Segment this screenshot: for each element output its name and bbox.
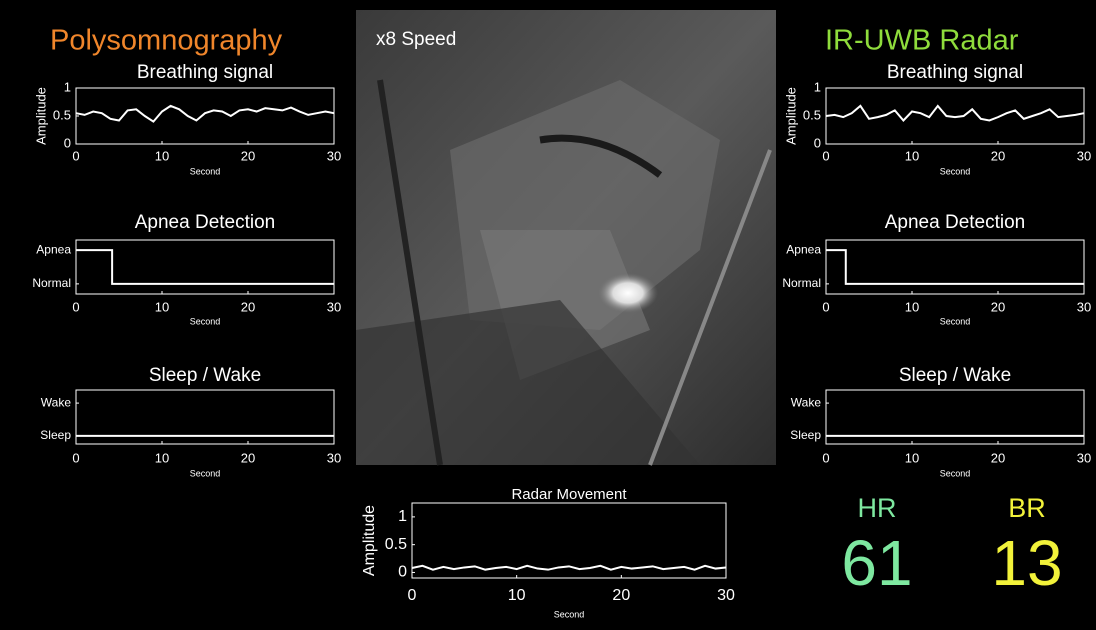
x-tick-label: 0 xyxy=(822,299,829,314)
y-tick-label: Apnea xyxy=(786,242,821,256)
x-tick-label: 10 xyxy=(155,148,169,163)
x-tick-label: 20 xyxy=(991,299,1005,314)
x-tick-label: 0 xyxy=(822,450,829,465)
x-axis-label: Second xyxy=(190,316,221,326)
x-tick-label: 20 xyxy=(241,299,255,314)
x-tick-label: 20 xyxy=(612,587,630,604)
chart-title: Apnea Detection xyxy=(135,212,276,233)
signal-line xyxy=(412,566,726,570)
y-tick-label: Normal xyxy=(782,276,821,290)
x-tick-label: 20 xyxy=(991,148,1005,163)
y-tick-label: Normal xyxy=(32,276,71,290)
x-tick-label: 0 xyxy=(822,148,829,163)
x-axis-label: Second xyxy=(940,468,971,478)
signal-line xyxy=(76,250,334,284)
y-tick-label: 1 xyxy=(814,79,821,94)
plot-frame xyxy=(826,240,1084,294)
speed-label: x8 Speed xyxy=(376,29,456,50)
y-axis-label: Amplitude xyxy=(33,87,48,145)
x-tick-label: 30 xyxy=(327,450,341,465)
page: {"header": {"left": "Polysomnography", "… xyxy=(0,0,1096,630)
y-tick-label: Sleep xyxy=(790,428,821,442)
y-tick-label: 1 xyxy=(398,508,407,525)
x-tick-label: 10 xyxy=(905,450,919,465)
signal-line xyxy=(76,106,334,122)
x-tick-label: 20 xyxy=(241,148,255,163)
y-tick-label: Wake xyxy=(791,395,822,409)
y-tick-label: 0 xyxy=(398,564,407,581)
plot-frame xyxy=(76,88,334,144)
x-tick-label: 10 xyxy=(155,450,169,465)
plot-frame xyxy=(826,88,1084,144)
plot-frame xyxy=(76,240,334,294)
x-axis-label: Second xyxy=(940,166,971,176)
y-axis-label: Amplitude xyxy=(783,87,798,145)
x-tick-label: 30 xyxy=(327,299,341,314)
screen: Polysomnography x8 Speed IR-UWB Radar HR… xyxy=(0,0,1096,630)
x-tick-label: 0 xyxy=(72,450,79,465)
hr-label: HR xyxy=(858,493,897,523)
x-tick-label: 30 xyxy=(1077,148,1091,163)
panel-title: Polysomnography xyxy=(50,25,283,57)
x-tick-label: 10 xyxy=(905,299,919,314)
panel-title: IR-UWB Radar xyxy=(825,25,1019,57)
y-tick-label: 0.5 xyxy=(803,107,821,122)
chart-title: Apnea Detection xyxy=(885,212,1026,233)
x-tick-label: 10 xyxy=(155,299,169,314)
video-frame xyxy=(356,10,776,465)
signal-line xyxy=(826,250,1084,284)
x-axis-label: Second xyxy=(190,468,221,478)
chart-title: Sleep / Wake xyxy=(149,365,261,386)
y-tick-label: 0.5 xyxy=(385,536,407,553)
chart-title: Breathing signal xyxy=(137,62,273,83)
signal-line xyxy=(826,106,1084,121)
x-axis-label: Second xyxy=(554,609,585,619)
y-tick-label: Apnea xyxy=(36,242,71,256)
br-value: 13 xyxy=(991,527,1062,599)
x-tick-label: 0 xyxy=(72,148,79,163)
x-tick-label: 0 xyxy=(408,587,417,604)
x-tick-label: 20 xyxy=(991,450,1005,465)
chart-title: Breathing signal xyxy=(887,62,1023,83)
y-tick-label: 0.5 xyxy=(53,107,71,122)
y-tick-label: Sleep xyxy=(40,428,71,442)
y-tick-label: Wake xyxy=(41,395,72,409)
x-tick-label: 30 xyxy=(327,148,341,163)
x-tick-label: 30 xyxy=(1077,450,1091,465)
x-tick-label: 0 xyxy=(72,299,79,314)
x-tick-label: 30 xyxy=(717,587,735,604)
x-tick-label: 30 xyxy=(1077,299,1091,314)
y-tick-label: 0 xyxy=(64,135,71,150)
x-tick-label: 10 xyxy=(905,148,919,163)
x-axis-label: Second xyxy=(940,316,971,326)
chart-title: Sleep / Wake xyxy=(899,365,1011,386)
y-tick-label: 1 xyxy=(64,79,71,94)
y-tick-label: 0 xyxy=(814,135,821,150)
br-label: BR xyxy=(1008,493,1046,523)
hr-value: 61 xyxy=(841,527,912,599)
x-axis-label: Second xyxy=(190,166,221,176)
chart-title: Radar Movement xyxy=(511,486,627,503)
y-axis-label: Amplitude xyxy=(361,505,378,576)
x-tick-label: 20 xyxy=(241,450,255,465)
x-tick-label: 10 xyxy=(508,587,526,604)
